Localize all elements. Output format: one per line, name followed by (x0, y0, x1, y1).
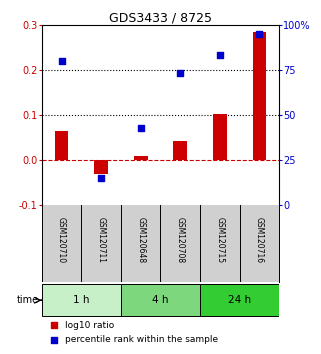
Text: 4 h: 4 h (152, 295, 169, 305)
Point (51, 337, 56, 343)
Title: GDS3433 / 8725: GDS3433 / 8725 (109, 12, 212, 25)
Point (99, 175, 104, 181)
Point (138, 125, 143, 130)
Point (178, 71, 183, 76)
Text: GSM120715: GSM120715 (215, 217, 224, 263)
Text: log10 ratio: log10 ratio (65, 321, 115, 330)
Text: GSM120710: GSM120710 (57, 217, 66, 263)
Bar (134, 155, 148, 160)
Point (51, 322, 56, 328)
Bar (42, 284, 121, 316)
Text: 24 h: 24 h (228, 295, 251, 305)
Point (59, 58, 64, 64)
Text: time: time (16, 295, 39, 305)
Bar (253, 32, 266, 160)
Text: GSM120716: GSM120716 (255, 217, 264, 263)
Text: percentile rank within the sample: percentile rank within the sample (65, 335, 219, 344)
Text: GSM120648: GSM120648 (136, 217, 145, 263)
Bar (55, 131, 68, 160)
Bar (94, 160, 108, 173)
Point (217, 53, 222, 58)
Bar (200, 284, 279, 316)
Text: GSM120711: GSM120711 (97, 217, 106, 263)
Text: GSM120708: GSM120708 (176, 217, 185, 263)
Point (257, 31, 262, 36)
Bar (213, 114, 227, 160)
Bar (121, 284, 200, 316)
Bar (173, 141, 187, 160)
Text: 1 h: 1 h (73, 295, 90, 305)
